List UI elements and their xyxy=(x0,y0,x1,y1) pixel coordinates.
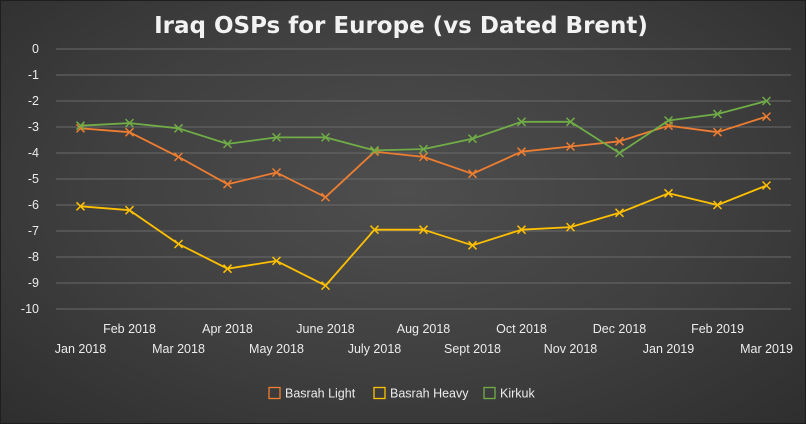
data-point-marker xyxy=(467,240,478,250)
data-point-marker xyxy=(271,167,282,178)
x-tick-label: May 2018 xyxy=(249,342,304,356)
data-point-marker xyxy=(516,117,527,127)
y-tick-label: 0 xyxy=(32,42,39,56)
x-tick-label: Oct 2018 xyxy=(496,322,547,336)
data-point-marker xyxy=(761,180,772,191)
data-point-marker xyxy=(173,239,184,249)
data-point-marker xyxy=(663,115,674,126)
data-point-marker xyxy=(320,281,331,291)
x-tick-label: Mar 2019 xyxy=(740,342,793,356)
data-point-marker xyxy=(418,225,429,235)
x-tick-label: Dec 2018 xyxy=(593,322,647,336)
y-tick-label: -9 xyxy=(28,276,39,290)
y-tick-label: -7 xyxy=(28,224,39,238)
legend-item: Basrah Light xyxy=(268,386,356,401)
data-point-marker xyxy=(369,225,380,235)
data-point-marker xyxy=(124,205,135,215)
y-tick-label: -1 xyxy=(28,68,39,82)
data-point-marker xyxy=(565,222,576,232)
data-point-marker xyxy=(712,200,723,210)
data-point-marker xyxy=(222,264,233,274)
data-point-marker xyxy=(369,145,380,155)
data-point-marker xyxy=(173,152,184,162)
data-point-marker xyxy=(565,117,576,127)
data-point-marker xyxy=(761,112,772,122)
data-point-marker xyxy=(320,132,331,142)
y-tick-label: -3 xyxy=(28,120,39,134)
data-point-marker xyxy=(418,152,429,162)
data-point-marker xyxy=(761,96,772,106)
data-point-marker xyxy=(467,169,478,179)
x-tick-label: Jan 2018 xyxy=(55,342,106,356)
legend-swatch xyxy=(268,386,281,400)
x-tick-label: Mar 2018 xyxy=(152,342,205,356)
data-point-marker xyxy=(712,127,723,137)
x-tick-label: Feb 2019 xyxy=(691,322,744,336)
data-point-marker xyxy=(124,118,135,128)
data-point-marker xyxy=(124,127,135,137)
data-point-marker xyxy=(222,179,233,189)
y-tick-label: -2 xyxy=(28,94,39,108)
y-tick-label: -4 xyxy=(28,146,39,160)
data-point-marker xyxy=(614,136,625,146)
y-tick-label: -5 xyxy=(28,172,39,186)
data-point-marker xyxy=(271,132,282,142)
data-point-marker xyxy=(75,201,86,211)
data-point-marker xyxy=(565,141,576,152)
data-point-marker xyxy=(271,256,282,266)
data-point-marker xyxy=(75,121,86,131)
x-tick-label: Feb 2018 xyxy=(103,322,156,336)
legend-label: Basrah Heavy xyxy=(390,387,469,401)
x-axis-ticks: Jan 2018 Feb 2018 Mar 2018 Apr 2018 May 2018… xyxy=(55,322,793,356)
legend-item: Kirkuk xyxy=(483,386,535,401)
legend-swatch xyxy=(483,386,496,400)
x-tick-label: July 2018 xyxy=(348,342,402,356)
x-tick-label: Apr 2018 xyxy=(202,322,253,336)
data-point-marker xyxy=(467,134,478,144)
x-tick-label: Nov 2018 xyxy=(544,342,598,356)
legend-item: Basrah Heavy xyxy=(373,386,469,401)
data-point-marker xyxy=(614,148,625,158)
legend-label: Basrah Light xyxy=(285,387,356,401)
x-tick-label: June 2018 xyxy=(296,322,354,336)
data-point-marker xyxy=(320,192,331,202)
chart-title: Iraq OSPs for Europe (vs Dated Brent) xyxy=(154,13,648,39)
x-tick-label: Sept 2018 xyxy=(444,342,501,356)
gridlines xyxy=(56,48,791,310)
data-point-marker xyxy=(663,188,674,198)
data-point-marker xyxy=(173,123,184,133)
data-point-marker xyxy=(516,147,527,157)
data-point-marker xyxy=(712,109,723,119)
data-point-marker xyxy=(418,144,429,154)
y-tick-label: -10 xyxy=(21,302,39,316)
series-lines xyxy=(75,96,772,291)
x-tick-label: Aug 2018 xyxy=(397,322,451,336)
series-kirkuk xyxy=(75,96,772,158)
data-point-marker xyxy=(516,225,527,235)
x-tick-label: Jan 2019 xyxy=(643,342,694,356)
legend: Basrah Light Basrah Heavy Kirkuk xyxy=(268,386,535,401)
y-tick-label: -6 xyxy=(28,198,39,212)
data-point-marker xyxy=(222,139,233,149)
series-line xyxy=(80,184,767,287)
data-point-marker xyxy=(614,208,625,218)
series-basrah-heavy xyxy=(75,180,772,291)
legend-label: Kirkuk xyxy=(500,387,535,401)
legend-swatch xyxy=(373,386,386,400)
y-axis-ticks: 0 -1 -2 -3 -4 -5 -6 -7 -8 -9 -10 xyxy=(21,42,39,316)
y-tick-label: -8 xyxy=(28,250,39,264)
